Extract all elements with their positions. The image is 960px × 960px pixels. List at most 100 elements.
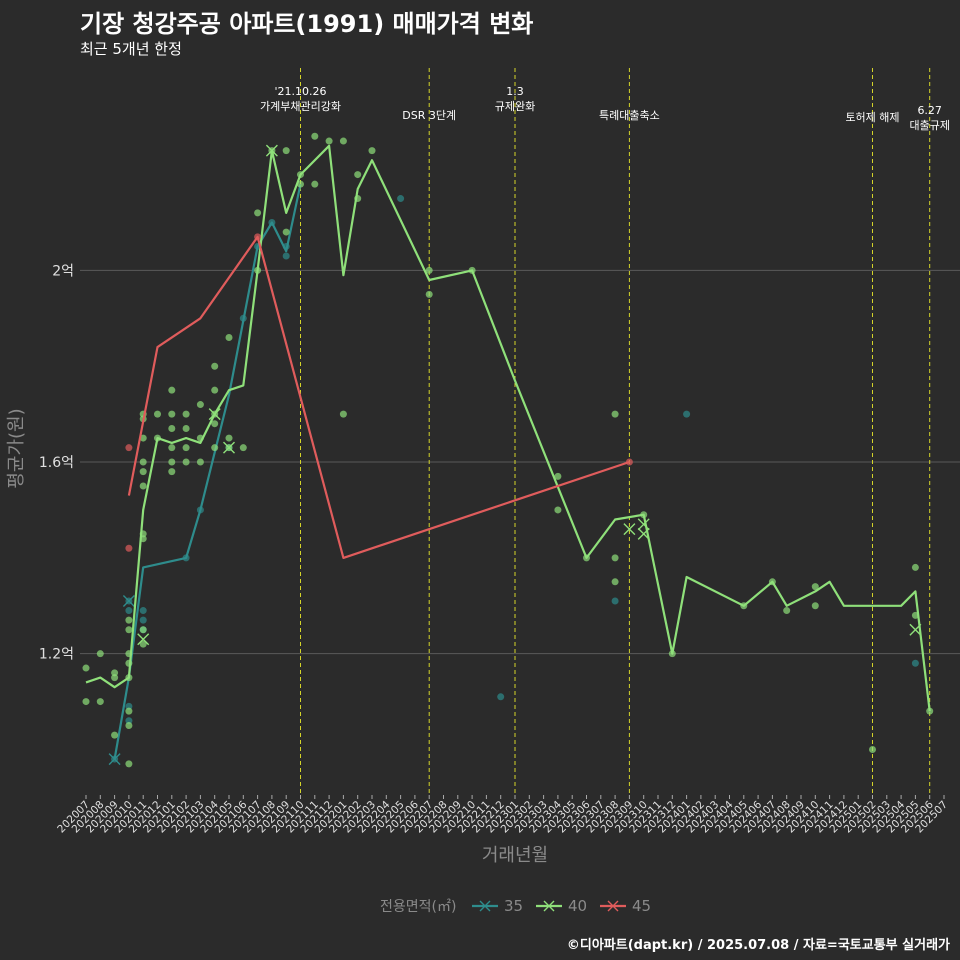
- legend-swatch-cross: [543, 900, 555, 912]
- series-40: [82, 132, 934, 768]
- data-point: [182, 410, 190, 418]
- cross-marker: [623, 523, 636, 536]
- event-label: 대출규제: [909, 119, 949, 132]
- chart-caption: ©디아파트(dapt.kr) / 2025.07.08 / 자료=국토교통부 실…: [566, 938, 950, 953]
- data-point: [911, 659, 919, 667]
- event-label: 가계부채관리강화: [260, 100, 341, 113]
- y-tick-label: 1.2억: [39, 647, 74, 663]
- series-line: [85, 144, 931, 712]
- event-label: 특례대출축소: [599, 109, 660, 122]
- chart-subtitle: 최근 5개년 한정: [80, 40, 182, 58]
- data-point: [196, 401, 204, 409]
- data-point: [911, 563, 919, 571]
- event-label: 6.27: [917, 104, 942, 117]
- legend-label: 35: [504, 897, 523, 915]
- data-point: [139, 607, 147, 615]
- series-45: [125, 233, 633, 559]
- data-point: [339, 137, 347, 145]
- cross-marker: [208, 408, 221, 421]
- data-point: [125, 544, 133, 552]
- data-point: [139, 640, 147, 648]
- legend-item-35: 35: [472, 897, 523, 915]
- legend-title: 전용면적(㎡): [380, 899, 456, 915]
- data-point: [125, 760, 133, 768]
- data-point: [783, 607, 791, 615]
- data-point: [611, 578, 619, 586]
- data-point: [139, 434, 147, 442]
- data-point: [211, 362, 219, 370]
- legend-label: 45: [632, 897, 651, 915]
- data-point: [139, 458, 147, 466]
- data-point: [239, 444, 247, 452]
- legend-swatch-cross: [479, 900, 491, 912]
- data-point: [182, 425, 190, 432]
- data-point: [168, 444, 176, 452]
- data-point: [168, 458, 176, 466]
- event-label: '21.10.26: [274, 85, 326, 98]
- data-point: [611, 597, 619, 605]
- data-point: [111, 731, 119, 739]
- data-point: [139, 626, 147, 634]
- legend-swatch-cross: [607, 900, 619, 912]
- data-point: [611, 410, 619, 418]
- data-point: [139, 482, 147, 490]
- legend-item-40: 40: [536, 897, 587, 915]
- data-point: [211, 386, 219, 394]
- data-point: [182, 458, 190, 466]
- data-point: [168, 410, 176, 418]
- data-point: [125, 717, 133, 725]
- data-point: [282, 252, 290, 260]
- chart-title: 기장 청강주공 아파트(1991) 매매가격 변화: [80, 10, 534, 38]
- data-point: [354, 171, 362, 179]
- data-point: [397, 195, 405, 203]
- data-point: [125, 722, 133, 730]
- y-tick-label: 2억: [52, 263, 74, 279]
- data-point: [282, 147, 290, 155]
- data-point: [282, 228, 290, 236]
- event-label: 규제완화: [495, 100, 535, 113]
- data-point: [811, 602, 819, 610]
- data-point: [82, 698, 90, 706]
- y-tick-label: 1.6억: [39, 455, 74, 471]
- data-point: [139, 616, 147, 624]
- data-point: [139, 468, 147, 476]
- cross-marker: [137, 633, 150, 646]
- data-point: [96, 650, 104, 658]
- x-axis: 2020072020082020092020102020112020122021…: [55, 795, 950, 866]
- data-point: [125, 626, 133, 634]
- data-point: [168, 468, 176, 476]
- data-point: [554, 506, 562, 514]
- series-line: [113, 183, 302, 760]
- data-point: [168, 425, 176, 432]
- legend-label: 40: [568, 897, 587, 915]
- data-point: [211, 444, 219, 452]
- data-point: [225, 434, 233, 442]
- cross-marker: [637, 527, 650, 540]
- data-point: [82, 664, 90, 672]
- series-35: [108, 183, 919, 766]
- series-layer: [82, 132, 934, 768]
- data-point: [196, 458, 204, 466]
- data-point: [111, 674, 119, 682]
- data-point: [311, 180, 319, 188]
- cross-marker: [909, 623, 922, 636]
- data-point: [168, 386, 176, 394]
- data-point: [182, 444, 190, 452]
- data-point: [211, 420, 219, 428]
- data-point: [111, 669, 119, 677]
- data-point: [311, 132, 319, 140]
- data-point: [683, 410, 691, 418]
- data-point: [554, 472, 562, 480]
- cross-marker: [108, 753, 121, 766]
- cross-marker: [637, 518, 650, 531]
- data-point: [425, 290, 433, 298]
- cross-marker: [265, 144, 278, 157]
- data-point: [125, 707, 133, 715]
- event-label: 토허제 해제: [845, 110, 899, 124]
- event-label: 1.3: [506, 85, 524, 98]
- data-point: [125, 444, 133, 452]
- data-point: [368, 147, 376, 155]
- data-point: [497, 693, 505, 701]
